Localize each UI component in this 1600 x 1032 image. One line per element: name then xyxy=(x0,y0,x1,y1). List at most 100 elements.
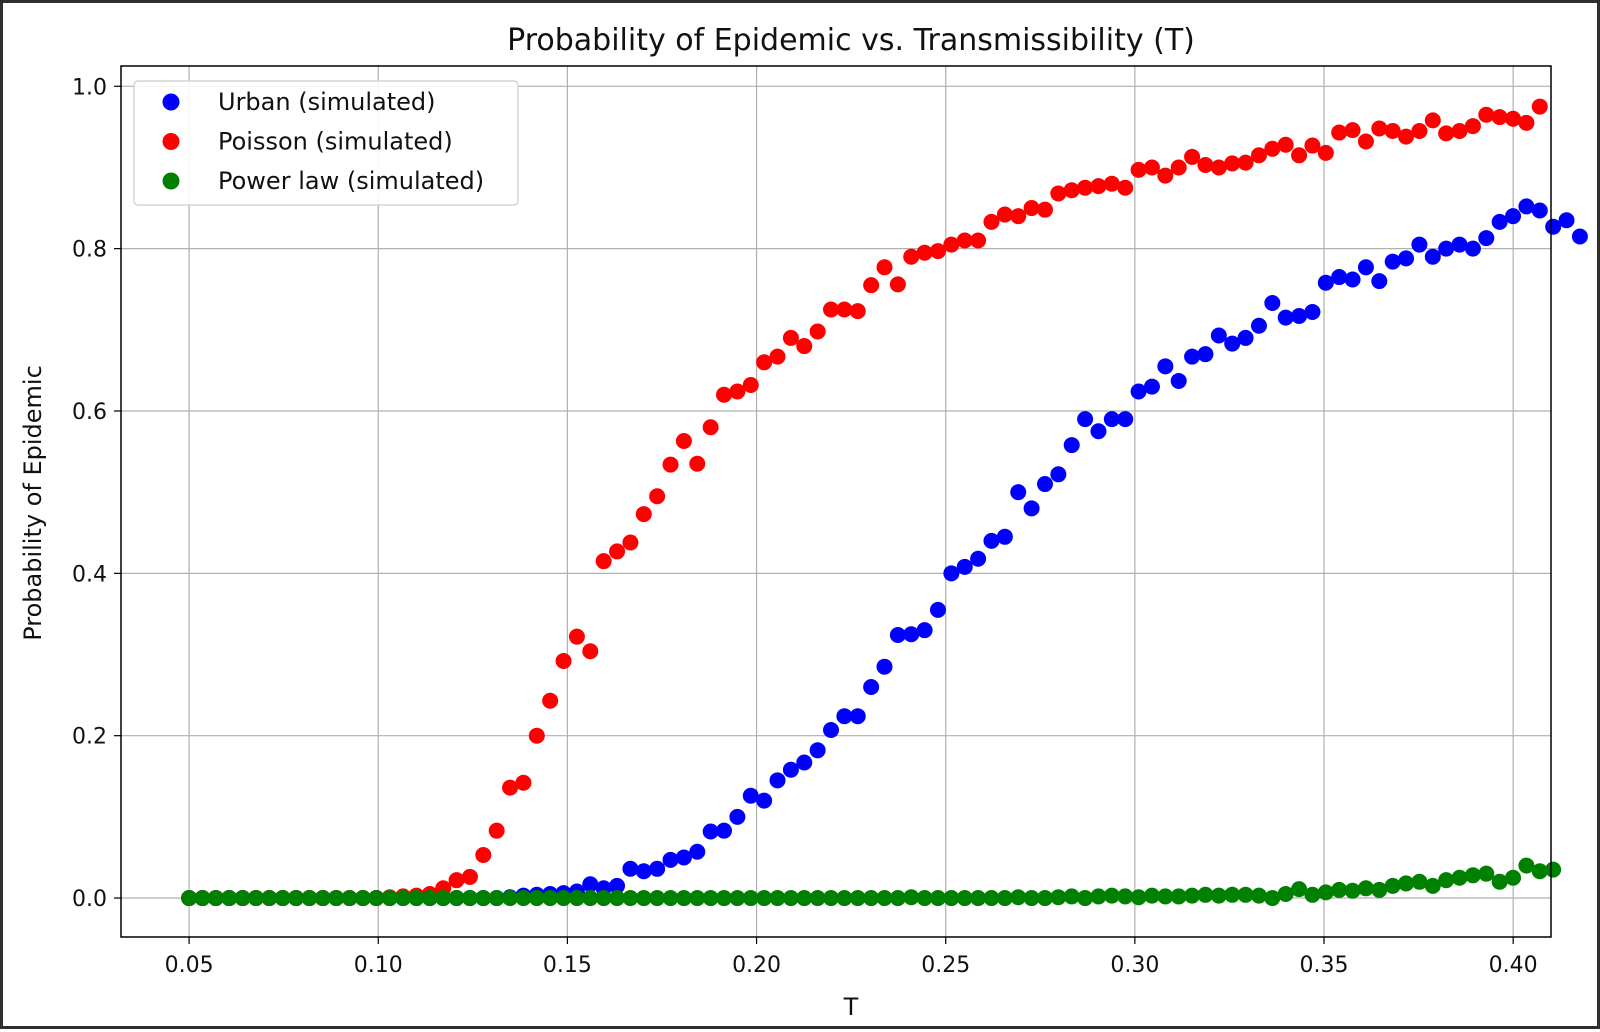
data-point xyxy=(863,890,880,907)
data-point xyxy=(943,890,960,907)
data-point xyxy=(1036,476,1053,493)
data-point xyxy=(328,890,345,907)
data-point xyxy=(368,890,385,907)
data-point xyxy=(542,890,559,907)
data-point xyxy=(1424,877,1441,894)
data-point xyxy=(1344,122,1361,139)
series-0 xyxy=(181,198,1588,907)
data-point xyxy=(555,890,572,907)
data-point xyxy=(1050,466,1067,483)
data-point xyxy=(261,890,278,907)
data-point xyxy=(502,779,519,796)
data-point xyxy=(1103,887,1120,904)
data-point xyxy=(769,348,786,365)
data-point xyxy=(1357,880,1374,897)
data-point xyxy=(1331,269,1348,286)
data-point xyxy=(395,890,412,907)
data-point xyxy=(1050,889,1067,906)
data-point xyxy=(675,890,692,907)
data-point xyxy=(1157,358,1174,375)
data-point xyxy=(622,534,639,551)
data-point xyxy=(1344,882,1361,899)
data-point xyxy=(675,433,692,450)
data-point xyxy=(568,890,585,907)
data-point xyxy=(448,872,465,889)
data-point xyxy=(1224,335,1241,352)
data-point xyxy=(649,890,666,907)
data-point xyxy=(381,890,398,907)
data-point xyxy=(595,553,612,570)
axis-ticks: 0.05 0.10 0.15 0.20 0.25 0.30 0.35 0.40 0.0 0.2 0.… xyxy=(72,75,1538,978)
data-point xyxy=(582,890,599,907)
data-point xyxy=(943,236,960,253)
data-point xyxy=(1518,114,1535,131)
data-point xyxy=(1291,147,1308,164)
data-point xyxy=(1197,157,1214,174)
data-point xyxy=(274,890,291,907)
data-point xyxy=(1170,888,1187,905)
data-point xyxy=(475,890,492,907)
y-tick-label: 1.0 xyxy=(72,75,107,100)
legend-box xyxy=(133,80,519,206)
data-point xyxy=(528,890,545,907)
legend-entry-label: Power law (simulated) xyxy=(218,167,484,195)
data-point xyxy=(582,876,599,893)
data-point xyxy=(1170,159,1187,176)
data-point xyxy=(823,722,840,739)
data-point xyxy=(1317,884,1334,901)
data-point xyxy=(288,890,305,907)
data-point xyxy=(1063,182,1080,199)
data-point xyxy=(823,301,840,318)
data-point xyxy=(916,622,933,639)
data-point xyxy=(1264,295,1281,312)
data-point xyxy=(1518,857,1535,874)
data-point xyxy=(1531,98,1548,115)
data-point xyxy=(729,383,746,400)
data-point xyxy=(1304,303,1321,320)
data-point xyxy=(1344,271,1361,288)
data-point xyxy=(662,890,679,907)
data-point xyxy=(729,890,746,907)
data-point xyxy=(1250,887,1267,904)
data-point xyxy=(1010,484,1027,501)
data-point xyxy=(207,890,224,907)
x-tick-label: 0.35 xyxy=(1300,953,1349,978)
data-point xyxy=(314,890,331,907)
data-point xyxy=(756,354,773,371)
data-point xyxy=(1264,890,1281,907)
data-point xyxy=(1143,887,1160,904)
data-point xyxy=(1090,888,1107,905)
data-point xyxy=(916,890,933,907)
chart-title: Probability of Epidemic vs. Transmissibi… xyxy=(507,23,1195,58)
data-point xyxy=(716,386,733,403)
series-1 xyxy=(181,98,1548,907)
data-point xyxy=(1531,863,1548,880)
data-point xyxy=(983,890,1000,907)
x-tick-label: 0.40 xyxy=(1489,953,1538,978)
data-point xyxy=(528,727,545,744)
data-point xyxy=(876,259,893,276)
data-point xyxy=(689,455,706,472)
data-point xyxy=(1464,118,1481,135)
data-point xyxy=(1384,253,1401,270)
data-point xyxy=(863,678,880,695)
data-point xyxy=(1237,886,1254,903)
data-point xyxy=(1010,889,1027,906)
y-tick-label: 0.8 xyxy=(72,238,107,263)
data-point xyxy=(796,338,813,355)
data-point xyxy=(796,754,813,771)
data-point xyxy=(1224,886,1241,903)
x-tick-label: 0.10 xyxy=(354,953,403,978)
data-point xyxy=(1571,228,1588,245)
data-point xyxy=(1036,890,1053,907)
data-point xyxy=(662,456,679,473)
data-point xyxy=(1184,887,1201,904)
data-point xyxy=(1210,327,1227,344)
data-point xyxy=(1184,348,1201,365)
data-point xyxy=(1237,154,1254,171)
x-tick-label: 0.15 xyxy=(543,953,592,978)
grid-lines xyxy=(121,66,1551,937)
x-tick-label: 0.30 xyxy=(1110,953,1159,978)
data-point xyxy=(1277,136,1294,153)
